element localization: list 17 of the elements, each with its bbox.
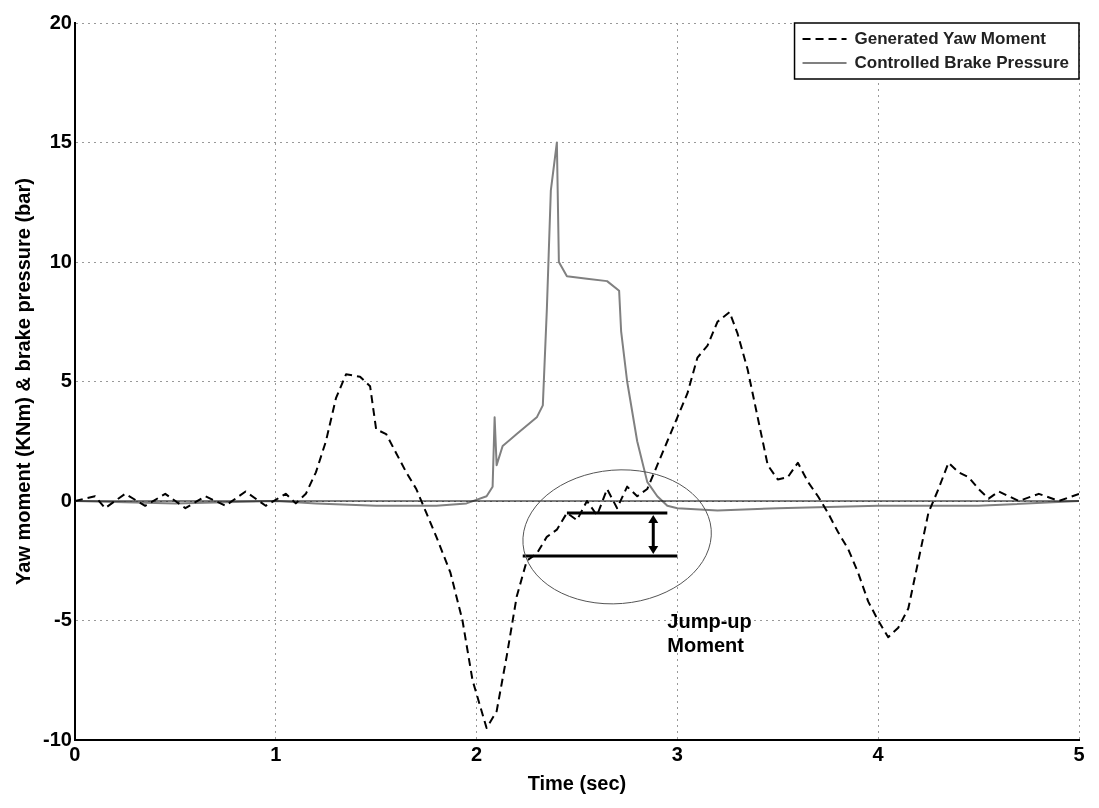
x-axis-title: Time (sec) — [527, 771, 627, 794]
y-tick-label: 15 — [49, 130, 72, 153]
x-tick-label: 4 — [872, 742, 885, 765]
x-tick-label: 1 — [270, 742, 282, 765]
x-tick-label: 3 — [671, 742, 683, 765]
y-axis-title: Yaw moment (KNm) & brake pressure (bar) — [11, 178, 34, 585]
y-tick-label: -5 — [54, 608, 72, 631]
y-tick-label: 5 — [60, 369, 72, 392]
legend-label: Controlled Brake Pressure — [854, 52, 1069, 72]
y-tick-label: 0 — [60, 488, 72, 511]
x-tick-label: 2 — [470, 742, 483, 765]
x-tick-label: 5 — [1073, 742, 1085, 765]
y-tick-label: 10 — [49, 249, 72, 272]
annotation: Jump-up Moment — [667, 609, 752, 656]
y-tick-label: 20 — [49, 10, 72, 33]
y-tick-label: -10 — [43, 727, 72, 750]
legend-label: Generated Yaw Moment — [854, 28, 1047, 48]
